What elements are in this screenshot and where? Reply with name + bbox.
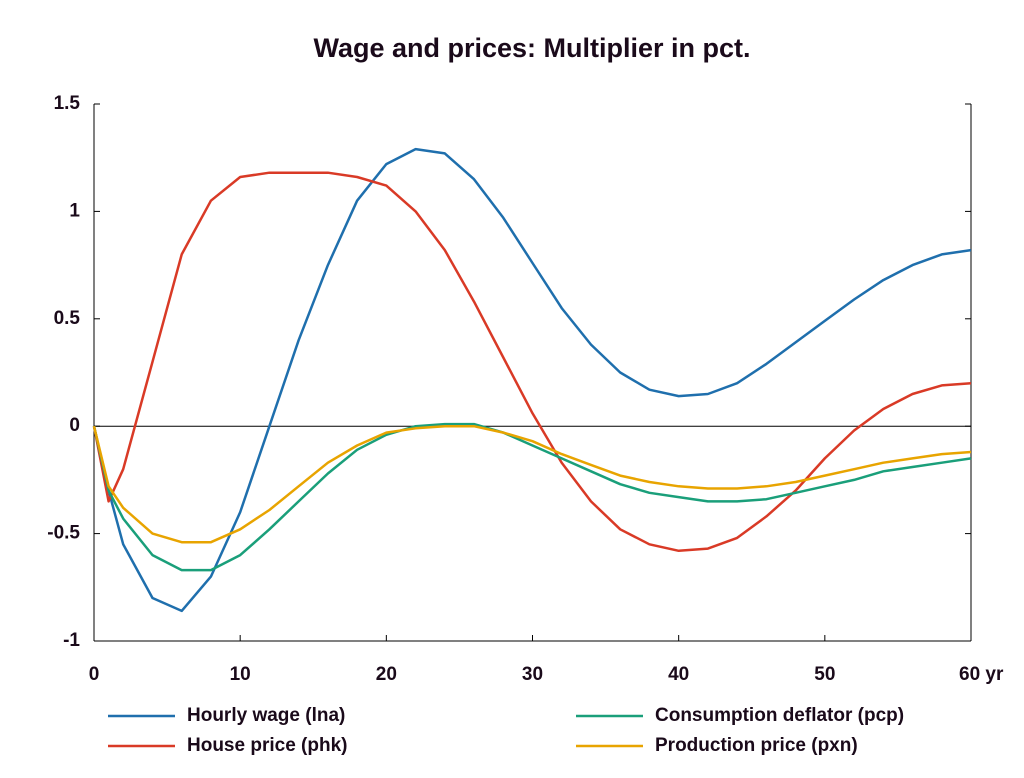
y-tick-label: 1 <box>69 200 80 221</box>
legend-label: Production price (pxn) <box>655 735 858 756</box>
series-line <box>92 147 972 613</box>
x-tick-label: 0 <box>89 664 100 685</box>
legend-label: Hourly wage (lna) <box>187 705 345 726</box>
series-line <box>92 424 972 544</box>
x-tick-label: 10 <box>230 664 251 685</box>
x-tick-label: 40 <box>668 664 689 685</box>
y-tick-label: -1 <box>63 630 80 651</box>
x-tick-label: 20 <box>376 664 397 685</box>
x-tick-label: 30 <box>522 664 543 685</box>
legend-label: House price (phk) <box>187 735 347 756</box>
y-tick-label: -0.5 <box>47 523 80 544</box>
x-tick-label: 50 <box>814 664 835 685</box>
series-line <box>92 422 972 572</box>
y-tick-label: 0.5 <box>54 308 81 329</box>
y-tick-label: 1.5 <box>54 93 81 114</box>
series-line <box>92 171 972 553</box>
legend-label: Consumption deflator (pcp) <box>655 705 904 726</box>
x-tick-label: 60 yr <box>959 664 1004 685</box>
chart-title: Wage and prices: Multiplier in pct. <box>313 33 750 63</box>
y-tick-label: 0 <box>69 415 80 436</box>
